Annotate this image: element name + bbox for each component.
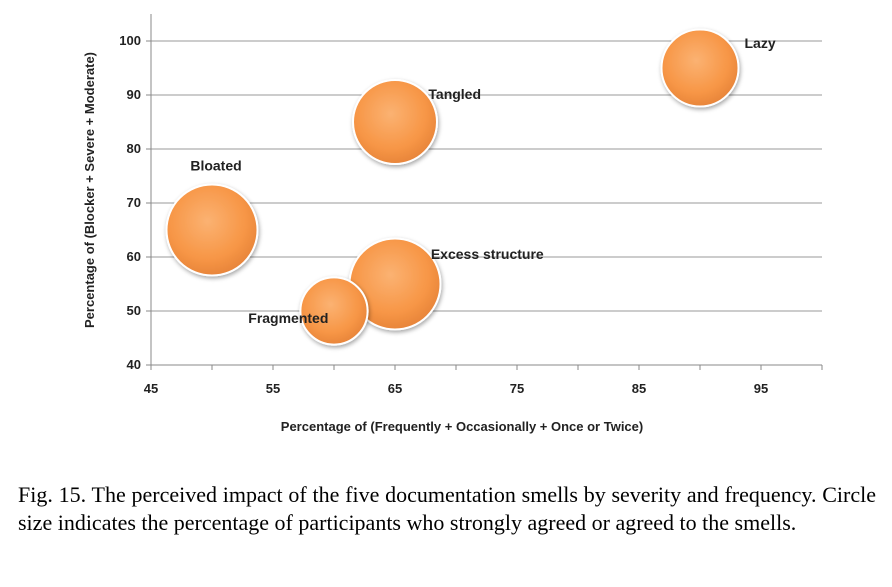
x-tick-label: 45	[144, 381, 158, 396]
bubble-label: Excess structure	[431, 246, 544, 262]
x-tick-label: 55	[266, 381, 280, 396]
y-tick-label: 40	[127, 357, 141, 372]
y-axis-title: Percentage of (Blocker + Severe + Modera…	[82, 52, 97, 328]
figure-caption: Fig. 15. The perceived impact of the fiv…	[18, 482, 876, 535]
y-tick-label: 50	[127, 303, 141, 318]
y-tick-label: 100	[119, 33, 141, 48]
bubble-labels: Lazy Tangled Bloated Excess structure Fragme…	[190, 35, 776, 326]
x-tick-label: 65	[388, 381, 402, 396]
x-tick-label: 85	[632, 381, 646, 396]
bubble-label: Lazy	[745, 35, 776, 51]
x-tick-label: 95	[754, 381, 768, 396]
gridlines	[151, 40, 822, 312]
y-tick-label: 60	[127, 249, 141, 264]
bubble-label: Tangled	[428, 86, 481, 102]
bubble-label: Fragmented	[248, 310, 328, 326]
x-tick-label: 75	[510, 381, 524, 396]
bubble-label: Bloated	[190, 158, 241, 174]
bubble-tangled	[352, 79, 438, 165]
y-tick-label: 80	[127, 141, 141, 156]
y-tick-label: 70	[127, 195, 141, 210]
x-axis-title: Percentage of (Frequently + Occasionally…	[281, 419, 643, 434]
bubble-fragmented	[299, 276, 369, 346]
bubble-lazy	[660, 28, 740, 108]
bubble-chart: 40 50 60 70 80 90 100 45 55 65 75 85 95 Lazy Tangled B…	[82, 14, 823, 434]
bubbles	[165, 28, 740, 346]
bubble-bloated	[165, 183, 259, 277]
y-tick-label: 90	[127, 87, 141, 102]
axes: 40 50 60 70 80 90 100 45 55 65 75 85 95	[119, 14, 823, 396]
